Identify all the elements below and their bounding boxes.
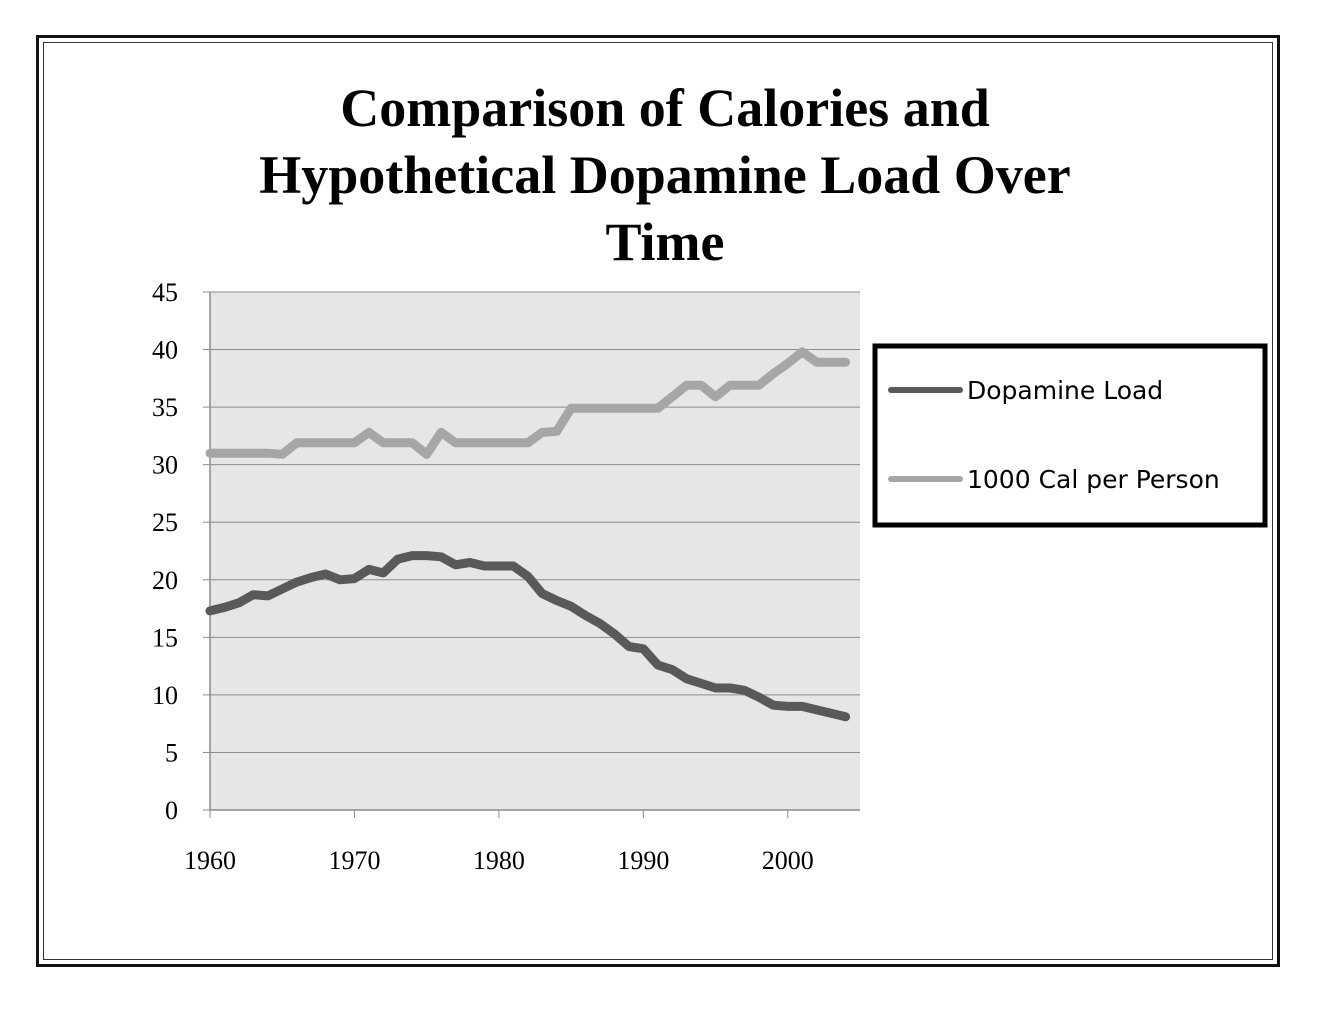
y-tick-label-25: 25 [152,508,178,537]
y-tick-label-20: 20 [152,566,178,595]
y-tick-label-35: 35 [152,393,178,422]
x-tick-label-1970: 1970 [328,846,380,875]
legend-box [872,343,1268,528]
legend-label-dopamine-load: Dopamine Load [967,376,1163,405]
y-tick-label-0: 0 [165,796,178,825]
y-tick-label-45: 45 [152,278,178,307]
y-tick-label-30: 30 [152,451,178,480]
x-tick-label-1990: 1990 [617,846,669,875]
x-tick-label-1960: 1960 [184,846,236,875]
y-tick-label-15: 15 [152,623,178,652]
series-line-calories [205,347,851,459]
chart-title-line-1: Comparison of Calories and [340,78,990,138]
chart-title-line-3: Time [606,212,725,272]
chart-title: Comparison of Calories and Hypothetical … [259,78,1070,272]
x-tick-label-2000: 2000 [762,846,814,875]
y-tick-label-5: 5 [165,738,178,767]
series-line-dopamine-load [205,551,851,722]
chart-title-line-2: Hypothetical Dopamine Load Over [259,145,1070,205]
y-tick-label-40: 40 [152,336,178,365]
plot-area [210,292,860,810]
axes: 0 5 10 15 20 25 30 35 40 45 1960 1970 1980 1990 2000 [152,278,860,875]
series-lines [205,347,851,722]
gridlines [210,291,860,753]
legend-label-calories: 1000 Cal per Person [967,465,1220,494]
x-tick-label-1980: 1980 [473,846,525,875]
y-tick-label-10: 10 [152,681,178,710]
chart-frame-inner-border [43,42,1273,960]
legend: Dopamine Load 1000 Cal per Person [872,343,1268,528]
